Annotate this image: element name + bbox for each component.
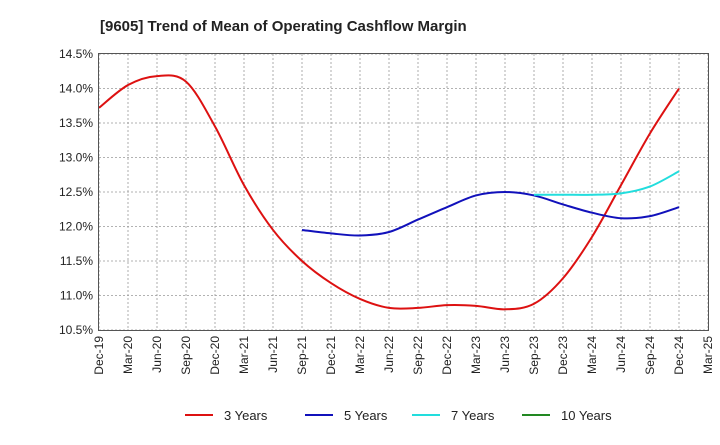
series-line-3-years [98, 74, 680, 311]
legend-label: 7 Years [451, 408, 495, 423]
x-tick-label: Mar-20 [121, 336, 135, 374]
x-axis-ticks: Dec-19 Mar-20 Jun-20 Sep-20 Dec-20 Mar-21 Jun-… [92, 336, 715, 375]
x-tick-label: Sep-20 [179, 336, 193, 375]
x-tick-label: Mar-24 [585, 336, 599, 374]
y-tick-label: 11.5% [60, 254, 93, 268]
x-tick-label: Jun-24 [614, 336, 628, 373]
x-tick-label: Dec-21 [324, 336, 338, 375]
x-tick-label: Jun-23 [498, 336, 512, 373]
y-tick-label: 14.5% [59, 47, 93, 61]
y-tick-label: 13.0% [59, 151, 93, 165]
x-tick-label: Mar-25 [701, 336, 715, 374]
x-tick-label: Jun-21 [266, 336, 280, 373]
series-line-7-years [534, 170, 680, 196]
x-tick-label: Jun-22 [382, 336, 396, 373]
x-tick-label: Dec-23 [556, 336, 570, 375]
x-tick-label: Dec-22 [440, 336, 454, 375]
x-tick-label: Mar-21 [237, 336, 251, 374]
legend-label: 10 Years [561, 408, 612, 423]
x-tick-label: Mar-23 [469, 336, 483, 374]
x-tick-label: Mar-22 [353, 336, 367, 374]
y-tick-label: 10.5% [59, 323, 93, 337]
x-tick-label: Sep-23 [527, 336, 541, 375]
x-tick-label: Dec-20 [208, 336, 222, 375]
x-tick-label: Sep-22 [411, 336, 425, 375]
x-tick-label: Dec-19 [92, 336, 106, 375]
x-tick-label: Dec-24 [672, 336, 686, 375]
x-tick-label: Jun-20 [150, 336, 164, 373]
plot-frame [98, 53, 709, 331]
x-tick-label: Sep-21 [295, 336, 309, 375]
y-tick-label: 11.0% [60, 289, 93, 303]
y-tick-label: 13.5% [59, 116, 93, 130]
y-tick-label: 12.0% [59, 220, 93, 234]
y-tick-label: 12.5% [59, 185, 93, 199]
legend: 3 Years 5 Years 7 Years 10 Years [185, 408, 612, 423]
series-line-5-years [301, 190, 680, 237]
y-axis-ticks: 14.5% 14.0% 13.5% 13.0% 12.5% 12.0% 11.5% 11.0%… [59, 47, 93, 337]
series-lines [98, 74, 680, 311]
legend-label: 5 Years [344, 408, 388, 423]
chart-title: [9605] Trend of Mean of Operating Cashfl… [100, 18, 467, 35]
legend-label: 3 Years [224, 408, 268, 423]
x-tick-label: Sep-24 [643, 336, 657, 375]
y-tick-label: 14.0% [59, 82, 93, 96]
